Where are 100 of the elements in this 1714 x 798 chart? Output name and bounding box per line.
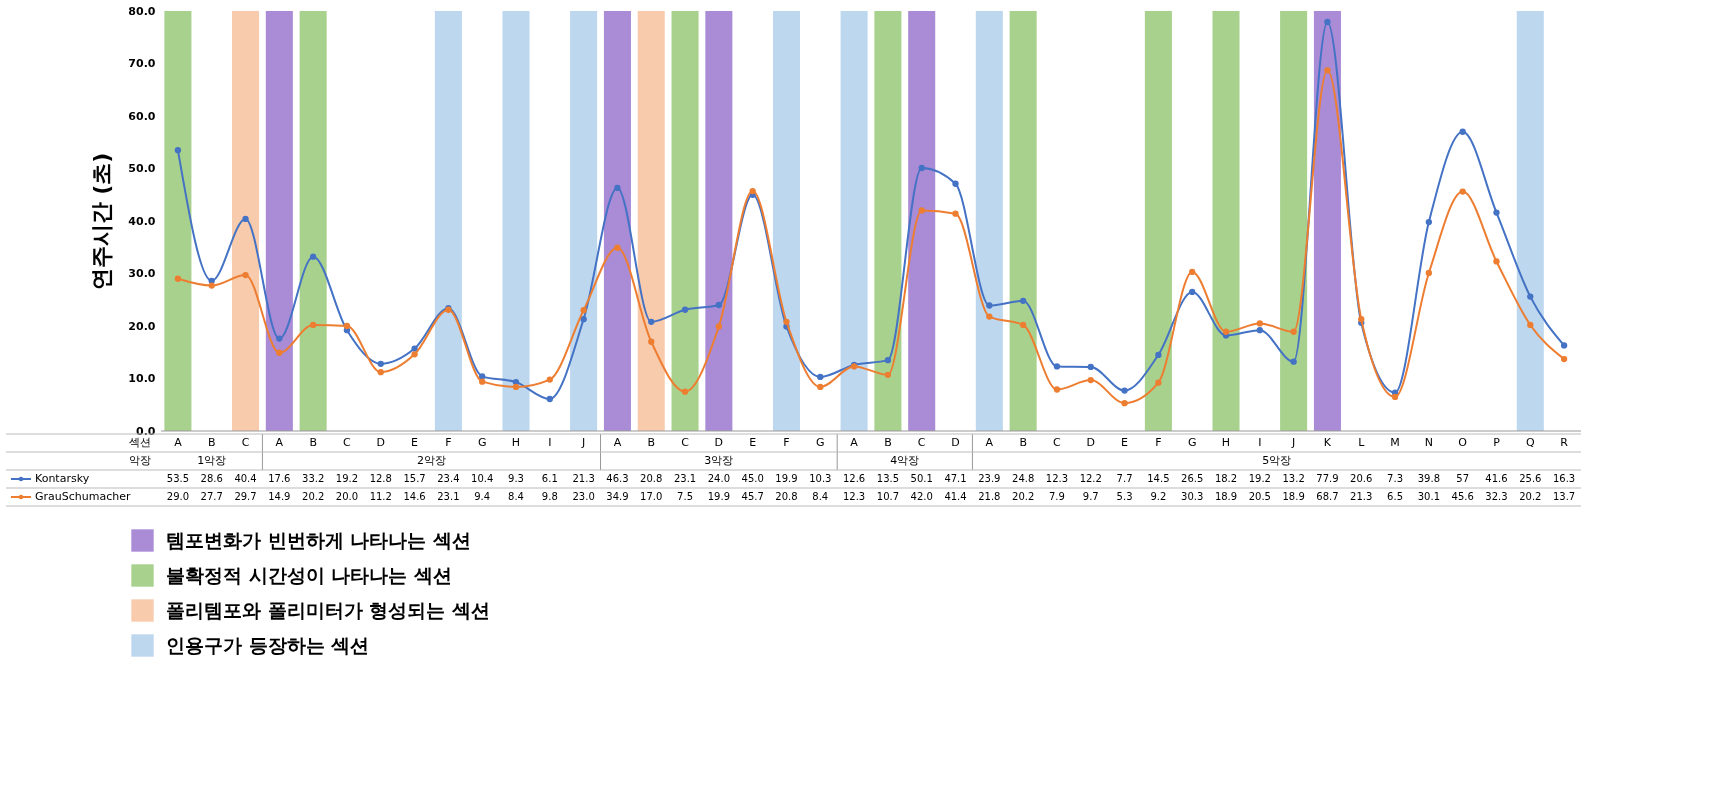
point [512,379,520,386]
data-label: 41.6 [1485,473,1508,484]
data-label: 20.2 [302,491,325,502]
data-label: 9.3 [508,473,524,484]
data-label: 6.1 [541,473,558,484]
x-axis-title: 섹션 [129,436,151,449]
point [208,282,215,289]
legend-label: 폴리템포와 폴리미터가 형성되는 섹션 [166,598,490,621]
data-label: 68.7 [1316,491,1339,502]
point [648,318,655,325]
text: 2악장 [416,454,446,467]
point [918,207,925,214]
y-tick-label: 10.0 [128,372,156,385]
point [309,253,317,260]
data-label: 33.2 [302,473,325,484]
point [1121,387,1128,394]
x-tick-label: C [241,436,250,449]
data-label: 42.0 [910,491,933,502]
data-label: 77.9 [1316,473,1339,484]
point [1425,269,1433,277]
x-tick-label: C [681,436,690,449]
point [1391,393,1399,401]
point [986,302,993,309]
x-tick-label: D [951,436,960,449]
x-tick-label: G [1187,436,1197,449]
data-label: 20.5 [1248,491,1271,502]
text: 4악장 [890,454,920,467]
point [479,378,486,385]
data-label: 18.9 [1282,491,1305,502]
point [614,184,621,192]
data-label: 20.8 [775,491,798,502]
point [1121,400,1128,407]
x-tick-label: F [783,436,790,449]
data-label: 23.4 [437,473,460,484]
x-tick-label: Q [1525,436,1535,449]
y-tick-label: 40.0 [128,214,156,228]
data-label: 9.7 [1082,491,1099,502]
point [512,383,520,391]
data-label: 7.9 [1049,491,1065,502]
point [1087,363,1094,371]
point [377,369,384,376]
legend-label: Kontarsky [35,472,90,485]
data-label: 24.8 [1012,473,1035,484]
data-label: 20.0 [335,491,359,502]
point [986,313,993,320]
data-label: 6.5 [1387,491,1403,502]
text: 악장 [129,454,151,467]
data-label: 20.2 [1012,491,1035,502]
point [715,301,723,309]
point [1189,268,1196,276]
y-tick-label: 0.0 [136,424,156,438]
x-tick-label: J [1290,436,1296,449]
data-label: 19.9 [707,491,730,502]
x-tick-label: O [1458,436,1468,449]
x-tick-label: D [714,436,724,449]
data-label: 21.3 [1350,491,1373,502]
data-label: 23.1 [673,473,697,484]
x-tick-label: E [749,436,757,449]
x-tick-label: H [1221,436,1231,449]
data-label: 17.0 [640,491,663,502]
x-tick-label: R [1560,436,1569,449]
x-tick-label: F [1155,436,1162,449]
point [1324,18,1331,26]
y-tick-label: 50.0 [128,162,156,175]
x-tick-label: C [1053,436,1062,449]
point [174,275,182,282]
point [1256,327,1263,334]
point [343,322,351,330]
data-label: 9.2 [1150,491,1167,502]
data-label: 23.9 [978,473,1001,484]
y-axis-title: 연주시간 (초) [89,152,115,291]
x-tick-label: K [1323,436,1332,449]
data-label: 12.2 [1079,473,1102,484]
data-label: 18.2 [1214,473,1238,484]
x-tick-label: A [275,436,284,449]
data-label: 8.4 [508,491,524,502]
data-label: 12.3 [1045,473,1069,484]
y-tick-label: 20.0 [128,319,156,333]
y-tick-label: 70.0 [128,57,156,70]
x-tick-label: L [1358,436,1366,449]
point [1222,328,1230,335]
data-label: 15.7 [403,473,426,484]
x-tick-label: E [1121,436,1129,449]
data-label: 30.3 [1181,491,1204,502]
legend-label: 인용구가 등장하는 섹션 [166,633,370,656]
point [242,215,249,223]
x-tick-label: A [850,436,859,449]
data-label: 29.7 [234,491,257,502]
point [884,371,892,378]
data-label: 46.3 [606,473,629,484]
point [918,164,925,172]
data-label: 20.8 [640,473,663,484]
data-label: 10.3 [809,473,832,484]
data-label: 24.0 [707,473,730,484]
data-label: 7.5 [677,491,693,502]
x-tick-label: A [613,436,622,449]
data-label: 23.1 [437,491,460,502]
legend-label: GrauSchumacher [35,490,131,503]
data-label: 30.1 [1417,491,1440,502]
point [681,388,689,395]
